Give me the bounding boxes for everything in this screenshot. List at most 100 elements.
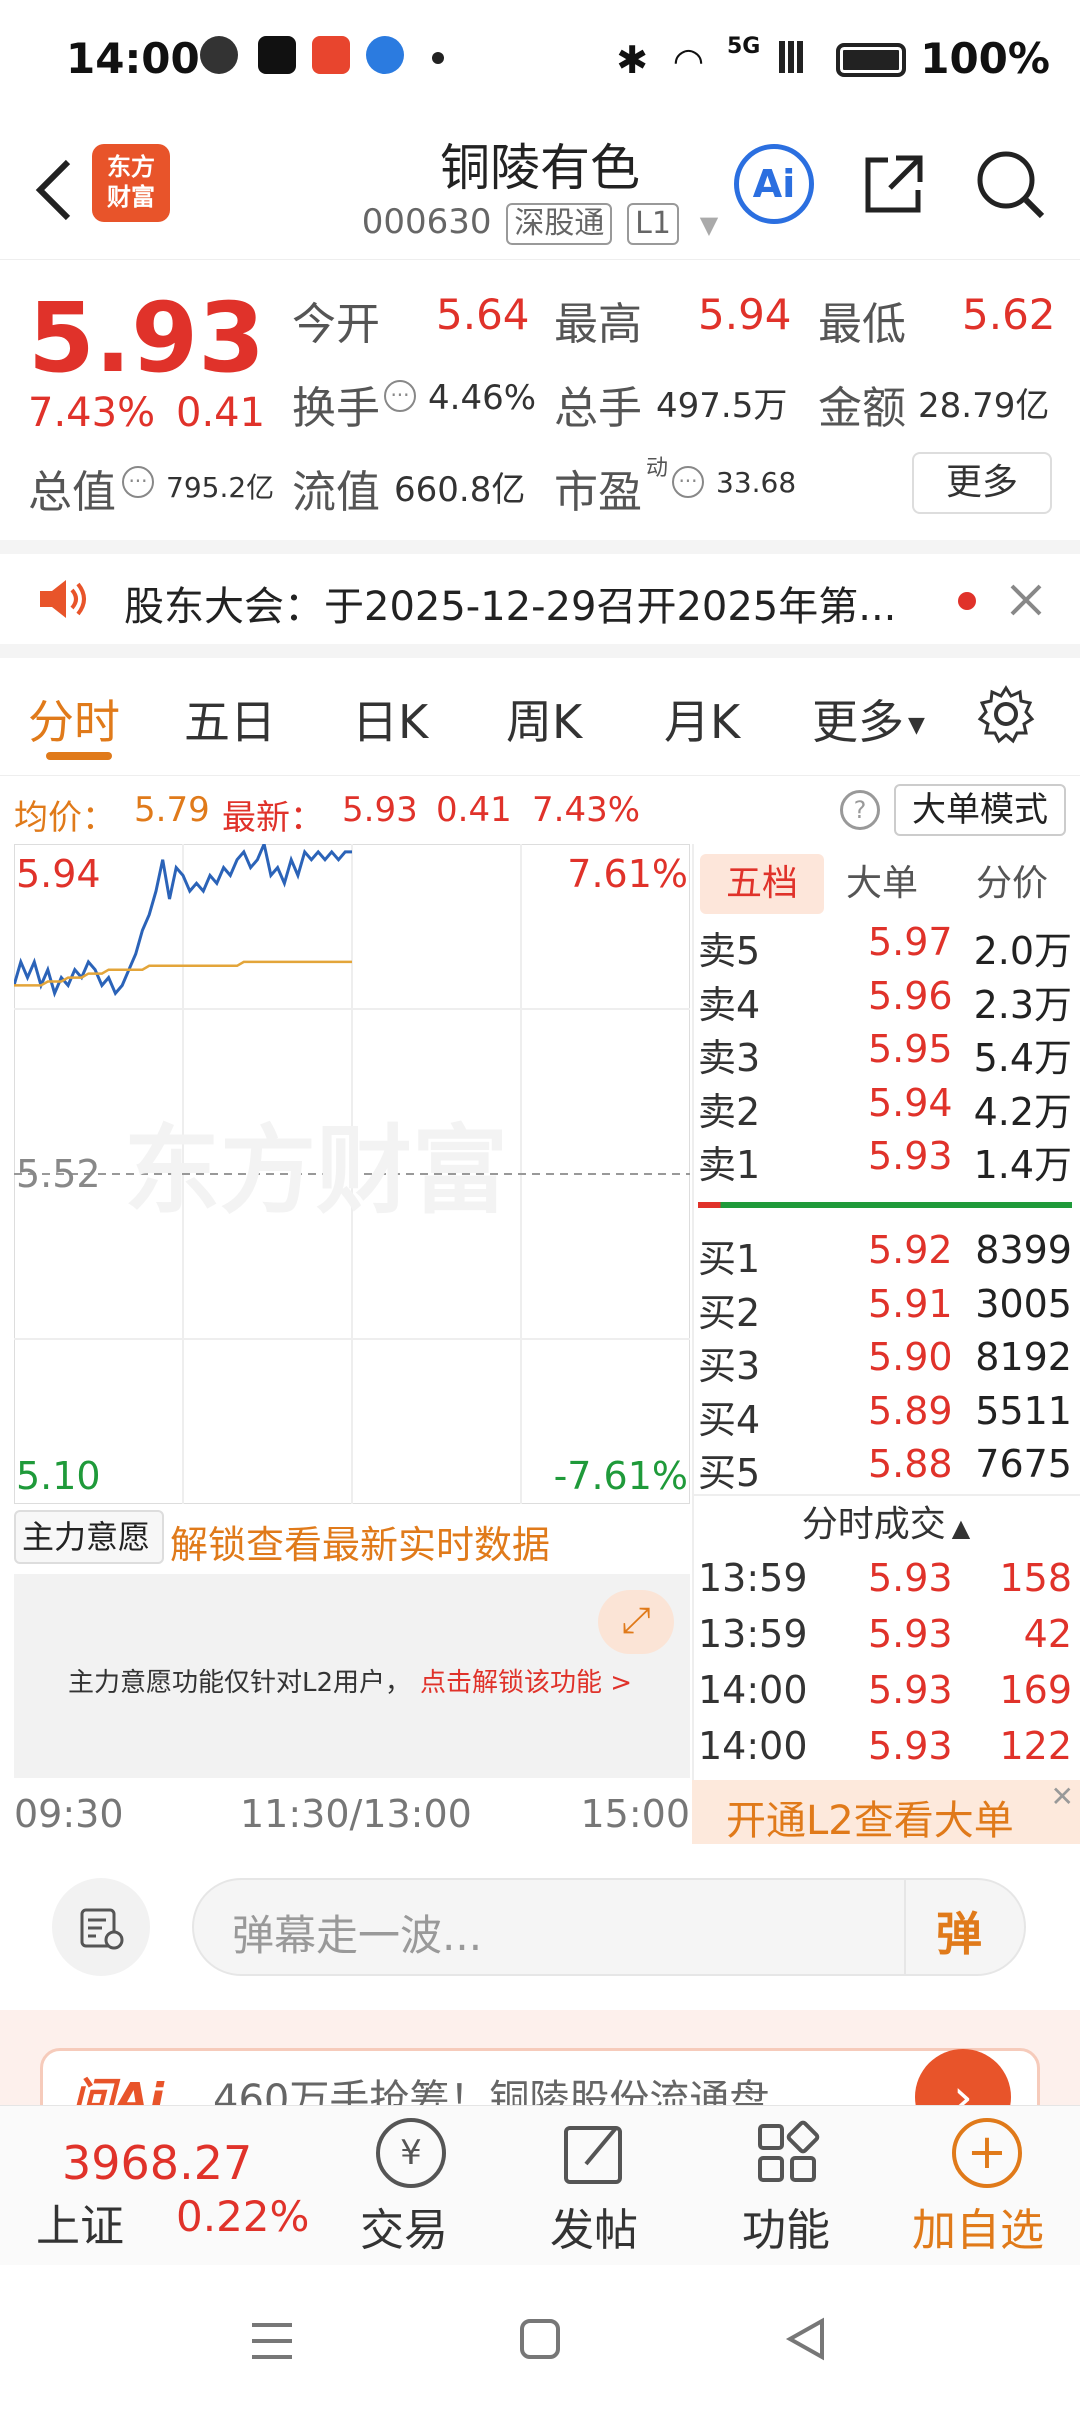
info-icon[interactable]: ···: [384, 380, 416, 412]
trade-row: 13:59 5.93 158: [698, 1556, 1078, 1608]
intraday-chart[interactable]: 东方财富 5.94 5.52 5.10 7.61% -7.61%: [14, 844, 690, 1504]
bottom-nav: 3968.27 上证 0.22% ¥ 交易 发帖 功能 + 加自选: [0, 2105, 1080, 2265]
trades-title: 分时成交: [801, 1504, 946, 1545]
bid-row[interactable]: 买3 5.90 8192: [698, 1335, 1078, 1388]
logo-text-2: 财富: [107, 183, 155, 211]
dropdown-icon: ▼: [699, 211, 719, 239]
tab-monthly-k[interactable]: 月K: [664, 695, 741, 749]
tab-more[interactable]: 更多 ▼: [812, 686, 925, 752]
stock-code: 000630: [361, 202, 492, 242]
mktcap-label: 总值: [28, 467, 116, 518]
trade-price: 5.93: [868, 1556, 953, 1600]
nav-trade[interactable]: ¥ 交易: [346, 2106, 476, 2266]
bid-price: 5.91: [868, 1281, 953, 1326]
promo-card[interactable]: 问Ai 460万手抢筹！铜陵股份流通盘 ›: [40, 2048, 1040, 2105]
bid-row[interactable]: 买2 5.91 3005: [698, 1281, 1078, 1335]
avg-price-line: [14, 960, 352, 987]
back-button[interactable]: [24, 150, 84, 230]
tab-daily-k[interactable]: 日K: [352, 695, 429, 749]
price-line: [14, 844, 352, 998]
orderbook-tab-price[interactable]: 分价: [976, 863, 1049, 904]
locked-notice-link[interactable]: 点击解锁该功能 >: [420, 1668, 633, 1698]
turnover-label: 换手: [292, 383, 380, 434]
ask-volume: 2.0万: [973, 929, 1072, 973]
expand-icon[interactable]: ⤢: [598, 1590, 674, 1654]
home-icon[interactable]: [516, 2315, 564, 2363]
trade-price: 5.93: [868, 1668, 953, 1712]
ask-price: 5.93: [868, 1134, 953, 1178]
x-tick-open: 09:30: [14, 1792, 124, 1836]
info-icon[interactable]: ···: [672, 466, 704, 498]
comment-input[interactable]: 弹幕走一波... 弹: [192, 1878, 1026, 1976]
change-pct: 7.43%: [28, 390, 156, 436]
settings-icon[interactable]: [976, 684, 1036, 744]
share-icon: [865, 155, 923, 213]
pct-tick-low: -7.61%: [553, 1454, 688, 1498]
more-button[interactable]: 更多: [912, 452, 1052, 514]
tab-intraday[interactable]: 分时: [28, 695, 120, 749]
recent-apps-icon[interactable]: [248, 2317, 296, 2365]
promo-area: 问Ai 460万手抢筹！铜陵股份流通盘 ›: [0, 2010, 1080, 2105]
bid-row[interactable]: 买1 5.92 8399: [698, 1228, 1078, 1281]
trade-price: 5.93: [868, 1724, 953, 1768]
index-widget[interactable]: 3968.27 上证 0.22%: [0, 2106, 330, 2266]
send-danmaku-button[interactable]: 弹: [904, 1880, 1024, 1974]
avg-label: 均价：: [14, 798, 116, 838]
trade-row: 14:00 5.93 122: [698, 1724, 1078, 1776]
stock-code-row[interactable]: 000630 深股通 L1 ▼: [0, 202, 1080, 245]
nav-post[interactable]: 发帖: [530, 2106, 660, 2266]
video-app-icon: [312, 36, 350, 74]
pct-tick-high: 7.61%: [567, 852, 688, 896]
tab-five-day[interactable]: 五日: [184, 695, 276, 749]
ask-row[interactable]: 卖2 5.94 4.2万: [698, 1081, 1078, 1134]
bid-volume: 3005: [975, 1281, 1072, 1326]
trade-row: 14:00 5.93 169: [698, 1668, 1078, 1720]
latest-label: 最新：: [222, 798, 324, 838]
locked-feature-box[interactable]: ⤢ 主力意愿功能仅针对L2用户， 点击解锁该功能 >: [14, 1574, 690, 1778]
unlock-link[interactable]: 解锁查看最新实时数据: [170, 1523, 551, 1567]
close-icon[interactable]: ✕: [1050, 1780, 1074, 1813]
x-tick-close: 15:00: [580, 1792, 690, 1836]
comment-bar: 弹幕走一波... 弹: [0, 1850, 1080, 2010]
trade-price: 5.93: [868, 1612, 953, 1656]
bid-row[interactable]: 买5 5.88 7675: [698, 1442, 1078, 1495]
ai-button[interactable]: Ai: [734, 144, 814, 224]
low-label: 最低: [818, 299, 906, 350]
volume-label: 总手: [554, 383, 642, 434]
promo-arrow-icon[interactable]: ›: [915, 2049, 1011, 2105]
announcement-bar[interactable]: 股东大会：于2025-12-29召开2025年第...: [0, 540, 1080, 658]
battery-icon: [835, 43, 906, 77]
bid-volume: 8399: [975, 1228, 1072, 1272]
change-amount: 0.41: [176, 390, 266, 436]
back-nav-icon[interactable]: [782, 2315, 830, 2363]
chevron-up-icon: ▲: [951, 1514, 971, 1542]
trades-header[interactable]: 分时成交 ▲: [692, 1494, 1080, 1552]
l2-banner[interactable]: 开通L2查看大单 ✕: [692, 1780, 1080, 1844]
wifi-icon: ◠: [674, 41, 703, 82]
ask-row[interactable]: 卖3 5.95 5.4万: [698, 1027, 1078, 1080]
open-value: 5.64: [436, 290, 530, 339]
order-book: 五档 大单 分价: [692, 844, 1080, 1844]
big-order-mode-button[interactable]: 大单模式: [894, 784, 1066, 836]
search-button[interactable]: [972, 146, 1048, 222]
main-force-select[interactable]: 主力意愿▼: [14, 1510, 164, 1603]
ask-row[interactable]: 卖5 5.97 2.0万: [698, 920, 1078, 973]
orderbook-tab-level5[interactable]: 五档: [700, 854, 824, 914]
comment-settings-button[interactable]: [52, 1878, 150, 1976]
main-force-panel: 主力意愿▼ 解锁查看最新实时数据 ⤢ 主力意愿功能仅针对L2用户， 点击解锁该功…: [14, 1506, 690, 1778]
ask-row[interactable]: 卖4 5.96 2.3万: [698, 974, 1078, 1027]
help-icon[interactable]: ?: [840, 790, 880, 830]
nav-add-watchlist[interactable]: + 加自选: [900, 2106, 1080, 2266]
close-icon[interactable]: [1006, 580, 1046, 620]
orderbook-tab-big-order[interactable]: 大单: [846, 863, 919, 904]
chart-watermark: 东方财富: [124, 1115, 508, 1227]
tab-weekly-k[interactable]: 周K: [506, 695, 583, 749]
bid-row[interactable]: 买4 5.89 5511: [698, 1389, 1078, 1442]
back-icon: [35, 159, 71, 221]
ask-row[interactable]: 卖1 5.93 1.4万: [698, 1134, 1078, 1187]
logo-text-1: 东方: [107, 153, 155, 181]
trade-row: 13:59 5.93 42: [698, 1612, 1078, 1664]
share-button[interactable]: [858, 148, 930, 220]
nav-function[interactable]: 功能: [722, 2106, 852, 2266]
info-icon[interactable]: ···: [122, 466, 154, 498]
